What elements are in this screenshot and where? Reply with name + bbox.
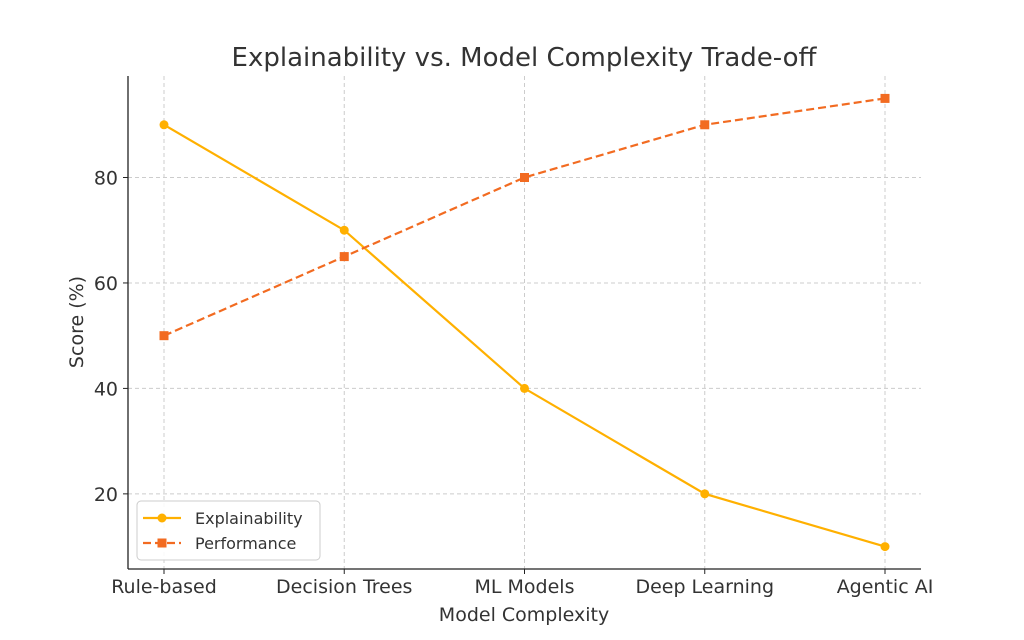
- data-point: [520, 383, 529, 393]
- series-layer: [159, 93, 890, 552]
- y-tick-label: 20: [94, 484, 118, 506]
- data-point: [159, 331, 169, 341]
- legend: Explainability Performance: [136, 500, 321, 561]
- ticks: Rule-based Decision Trees ML Models Deep Le…: [94, 168, 933, 599]
- data-point: [520, 173, 529, 182]
- data-point: [339, 252, 349, 262]
- legend-label: Performance: [195, 534, 296, 553]
- y-tick-label: 80: [94, 168, 118, 190]
- y-tick-label: 60: [94, 273, 118, 295]
- x-tick-label: Agentic AI: [837, 576, 934, 598]
- x-tick-label: Deep Learning: [635, 576, 774, 598]
- x-tick-label: ML Models: [475, 576, 575, 598]
- y-tick-label: 40: [94, 378, 118, 400]
- data-point: [339, 225, 349, 235]
- legend-label: Explainability: [195, 509, 303, 528]
- x-tick-label: Rule-based: [111, 576, 217, 598]
- data-point: [880, 542, 890, 552]
- y-axis-label: Score (%): [66, 276, 88, 368]
- legend-box: [136, 500, 321, 561]
- series-line-performance: [163, 97, 886, 337]
- data-point: [700, 489, 710, 499]
- chart-title: Explainability vs. Model Complexity Trad…: [232, 43, 818, 73]
- grid: [128, 76, 921, 569]
- data-point: [700, 120, 710, 130]
- x-tick-label: Decision Trees: [276, 576, 412, 598]
- data-point: [159, 120, 169, 130]
- legend-marker-circle: [157, 513, 167, 523]
- x-axis-label: Model Complexity: [439, 604, 609, 626]
- legend-marker-square: [157, 538, 167, 548]
- data-point: [880, 93, 890, 103]
